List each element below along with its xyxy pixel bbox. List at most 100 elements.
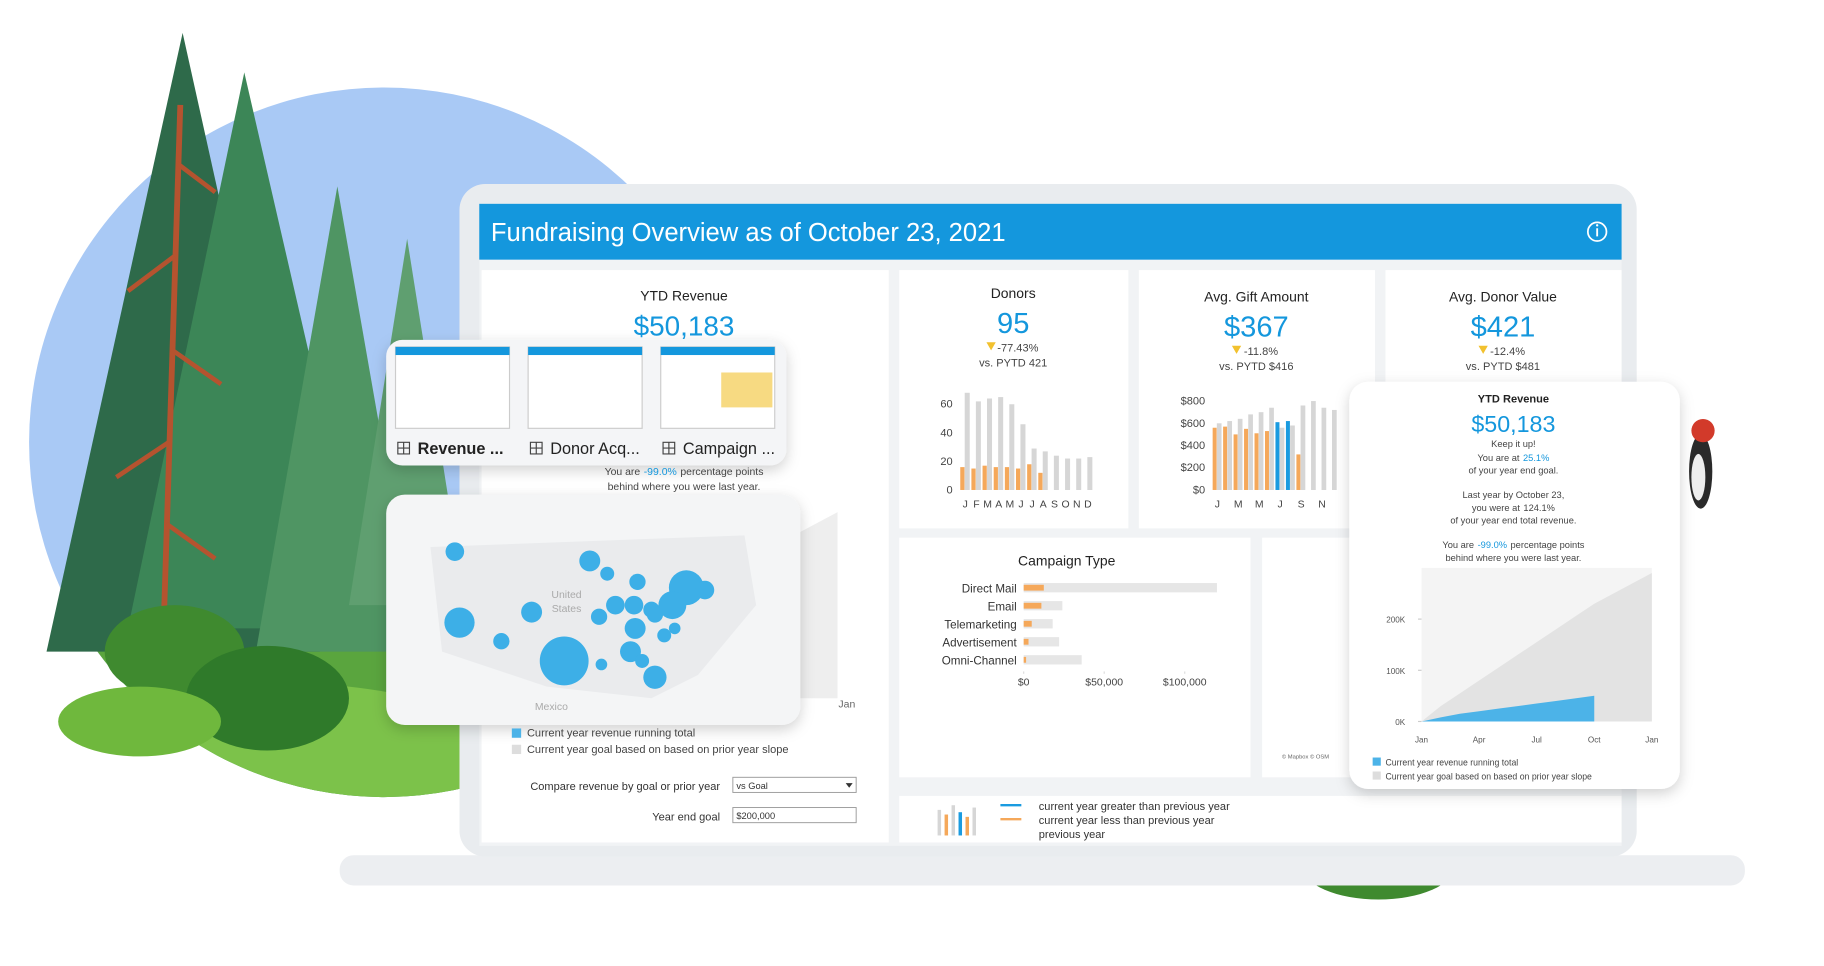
bar [1212,427,1217,490]
x-tick-label: $50,000 [1085,677,1123,688]
bar [1023,584,1044,591]
bar [1264,431,1269,490]
bar [1023,619,1053,629]
woodpecker [1689,419,1715,509]
label: vs Goal [736,781,768,791]
legend-swatch [1372,771,1381,780]
text-input[interactable] [732,807,857,824]
bar [1076,458,1082,490]
x-tick-label: D [1084,499,1092,510]
tab-label[interactable]: Campaign ... [683,440,775,458]
bar [1042,451,1048,490]
label: Last year by October 23, [1463,490,1565,500]
bar [960,467,965,490]
map-label: Mexico [535,702,568,713]
bar [1290,425,1295,490]
bar [1009,404,1015,490]
legend-label: Current year revenue running total [527,728,695,740]
kpi-compare: vs. PYTD 421 [979,358,1047,370]
legend-label: current year less than previous year [1039,815,1215,827]
bar [1275,422,1280,490]
bar [1223,426,1228,490]
label: of your year end total revenue. [1450,516,1576,526]
label: behind where you were last year. [608,482,761,493]
y-tick-label: 40 [940,427,952,439]
bar [1023,638,1029,645]
area [1421,573,1652,722]
legend-label: previous year [1039,829,1106,841]
bar [1248,414,1253,490]
content: Fundraising Overview as of October 23, 2… [418,219,1659,841]
bar [1023,602,1042,609]
kpi-compare: vs. PYTD $416 [1219,361,1293,373]
bar [1004,467,1010,490]
bar [1254,433,1259,490]
y-tick-label: 100K [1386,667,1406,676]
x-tick-label: J [1278,499,1283,510]
kpi-value: $50,183 [634,310,735,341]
x-tick-label: Apr [1473,735,1486,744]
bar [987,398,993,490]
y-tick-label: Advertisement [942,636,1017,649]
y-tick-label: 60 [940,399,952,411]
text-part: You are [1442,540,1474,550]
bar [1285,421,1290,490]
label: Keep it up! [1491,439,1535,449]
kpi-value: $421 [1471,311,1536,343]
bar [1216,423,1222,490]
bar [971,468,976,490]
text-part: 25.1% [1523,453,1549,463]
tab-label[interactable]: Donor Acq... [550,440,640,458]
x-tick-label: J [1215,499,1220,510]
text-part: -99.0% [644,467,677,478]
y-tick-label: $200 [1181,462,1206,474]
x-tick-label: F [973,499,979,510]
card-title: Avg. Donor Value [1449,289,1557,305]
y-tick-label: Direct Mail [962,582,1017,595]
label: Year end goal [652,811,720,823]
y-tick-label: Email [988,600,1017,613]
label: $200,000 [736,811,775,821]
y-tick-label: $400 [1181,440,1206,452]
text-part: -99.0% [1478,540,1507,550]
x-tick-label: Jan [1415,735,1428,744]
x-tick-label: M [1006,499,1015,510]
bar [982,465,987,490]
bar [1087,457,1093,490]
bar [1269,407,1274,490]
x-tick-label: Oct [1588,735,1601,744]
bar [1031,448,1037,490]
y-tick-label: $0 [1193,484,1205,496]
bar [1296,454,1301,490]
tab-label[interactable]: Revenue ... [418,440,504,458]
legend-label: current year greater than previous year [1039,801,1230,813]
kpi-change: -11.8% [1244,346,1278,358]
text-part: You are [605,467,641,478]
info-icon[interactable] [1586,221,1608,242]
bar [1233,434,1238,490]
legend-label: Current year revenue running total [1385,758,1518,768]
bar [1023,656,1027,663]
label: © Mapbox © OSM [1282,754,1329,761]
change-arrows [986,342,1488,354]
dropdown[interactable] [732,776,857,793]
bar [1331,409,1337,490]
bar [1023,655,1082,665]
y-tick-label: 20 [940,456,952,468]
x-tick-label: N [1073,499,1081,510]
bar [1227,421,1233,490]
bar [1311,401,1316,490]
x-tick-label: J [1030,499,1035,510]
y-tick-label: Telemarketing [944,618,1016,631]
x-tick-label: J [963,499,968,510]
label: Compare revenue by goal or prior year [530,781,720,793]
bar [1237,418,1243,490]
bar [1053,455,1059,490]
bar [1300,405,1306,490]
text-part: You are at [1477,453,1519,463]
bar [1015,468,1021,490]
label: You are -99.0% percentage points [605,467,764,478]
map-label: States [552,604,582,615]
